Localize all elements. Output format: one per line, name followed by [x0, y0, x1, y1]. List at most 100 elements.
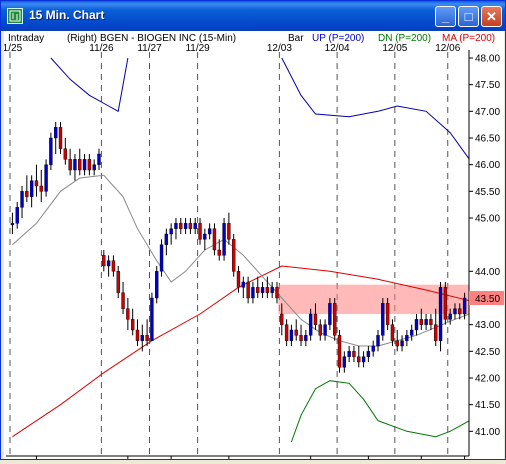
candle — [438, 282, 443, 352]
candle-body — [289, 329, 294, 341]
candle-body — [381, 303, 385, 336]
candle — [111, 255, 116, 277]
candle-body — [265, 287, 270, 293]
candle-body — [44, 164, 48, 192]
date-label: 12/03 — [267, 43, 292, 54]
candle — [409, 324, 414, 341]
candle-body — [390, 324, 395, 341]
close-button[interactable]: ✕ — [481, 6, 502, 27]
candle — [376, 330, 380, 352]
candle — [126, 298, 130, 330]
candle-body — [438, 287, 443, 341]
last-price-tag — [469, 291, 504, 305]
candle-body — [256, 287, 260, 293]
smoothed-price-line — [12, 174, 470, 347]
candle-body — [352, 351, 356, 357]
candle-body — [10, 223, 15, 226]
candle-body — [97, 153, 101, 165]
candle — [414, 314, 419, 336]
candle — [92, 159, 96, 176]
candle-body — [116, 271, 120, 293]
candle-body — [231, 239, 236, 272]
candle-body — [395, 340, 399, 347]
candle — [68, 148, 72, 176]
candle-body — [366, 351, 371, 357]
candle — [10, 212, 15, 234]
chart-area[interactable]: 11/25 11/26 11/27 11/29 12/03 12/04 12/05 12/06… — [0, 31, 504, 464]
candle — [381, 298, 385, 341]
candle-body — [82, 159, 87, 171]
candle-body — [222, 223, 226, 256]
candle — [39, 170, 43, 202]
candle — [183, 218, 188, 234]
title-bar[interactable]: 15 Min. Chart _ □ ✕ — [1, 1, 505, 31]
candle — [289, 324, 294, 346]
candle — [236, 266, 241, 293]
date-label: 11/26 — [89, 43, 114, 54]
y-tick-label: 44.00 — [475, 267, 500, 278]
candle-body — [106, 260, 111, 267]
candle — [458, 303, 462, 320]
candle-body — [145, 335, 149, 341]
candle — [385, 298, 390, 330]
candle — [145, 319, 149, 346]
candle-body — [20, 191, 24, 208]
candle — [280, 303, 284, 336]
date-label: 12/04 — [325, 43, 350, 54]
y-tick-label: 45.00 — [475, 214, 500, 225]
minimize-button[interactable]: _ — [435, 6, 456, 27]
candle — [29, 175, 34, 208]
candle — [121, 282, 125, 314]
candle-body — [49, 137, 53, 165]
candle — [308, 308, 313, 341]
candle-body — [150, 297, 154, 341]
candle-body — [188, 223, 193, 229]
candle-body — [405, 335, 409, 341]
candle-body — [217, 249, 221, 256]
candle-body — [376, 335, 380, 347]
candle-body — [25, 191, 29, 197]
candle-body — [140, 335, 144, 341]
candle-body — [429, 319, 433, 325]
candle — [448, 308, 452, 325]
candle — [231, 234, 236, 277]
candle-body — [357, 356, 361, 363]
candle-body — [164, 233, 169, 245]
candle — [150, 292, 154, 341]
candle-body — [458, 308, 462, 315]
maximize-button[interactable]: □ — [458, 6, 479, 27]
candle-body — [183, 223, 188, 229]
candle-body — [39, 185, 43, 192]
candle — [352, 346, 356, 362]
candle-body — [400, 340, 404, 347]
candle-body — [121, 292, 125, 309]
candle — [174, 218, 178, 240]
candle-body — [15, 207, 19, 224]
candle-body — [313, 313, 318, 325]
candle — [116, 266, 120, 298]
candle-body — [371, 345, 375, 352]
candle — [44, 159, 48, 197]
y-tick-label: 42.50 — [475, 347, 500, 358]
candle-body — [328, 303, 332, 325]
candle — [284, 319, 289, 346]
candle — [198, 218, 202, 245]
candle — [241, 276, 246, 298]
candle-body — [453, 308, 457, 315]
y-tick-label: 46.50 — [475, 134, 500, 145]
candle-body — [448, 313, 452, 320]
up-band-label: UP (P=200) — [312, 33, 364, 44]
candle — [275, 282, 279, 304]
candle — [54, 122, 58, 154]
chart-app-icon[interactable] — [7, 8, 23, 24]
candle — [49, 132, 53, 170]
candle-body — [58, 127, 63, 149]
price-chart[interactable]: 11/25 11/26 11/27 11/29 12/03 12/04 12/05 12/06… — [0, 31, 504, 464]
candle-body — [92, 164, 96, 171]
candle — [87, 154, 92, 176]
y-tick-label: 42.00 — [475, 374, 500, 385]
candle-body — [68, 159, 72, 171]
candle-body — [434, 324, 438, 341]
mode-label: Intraday — [8, 33, 44, 44]
